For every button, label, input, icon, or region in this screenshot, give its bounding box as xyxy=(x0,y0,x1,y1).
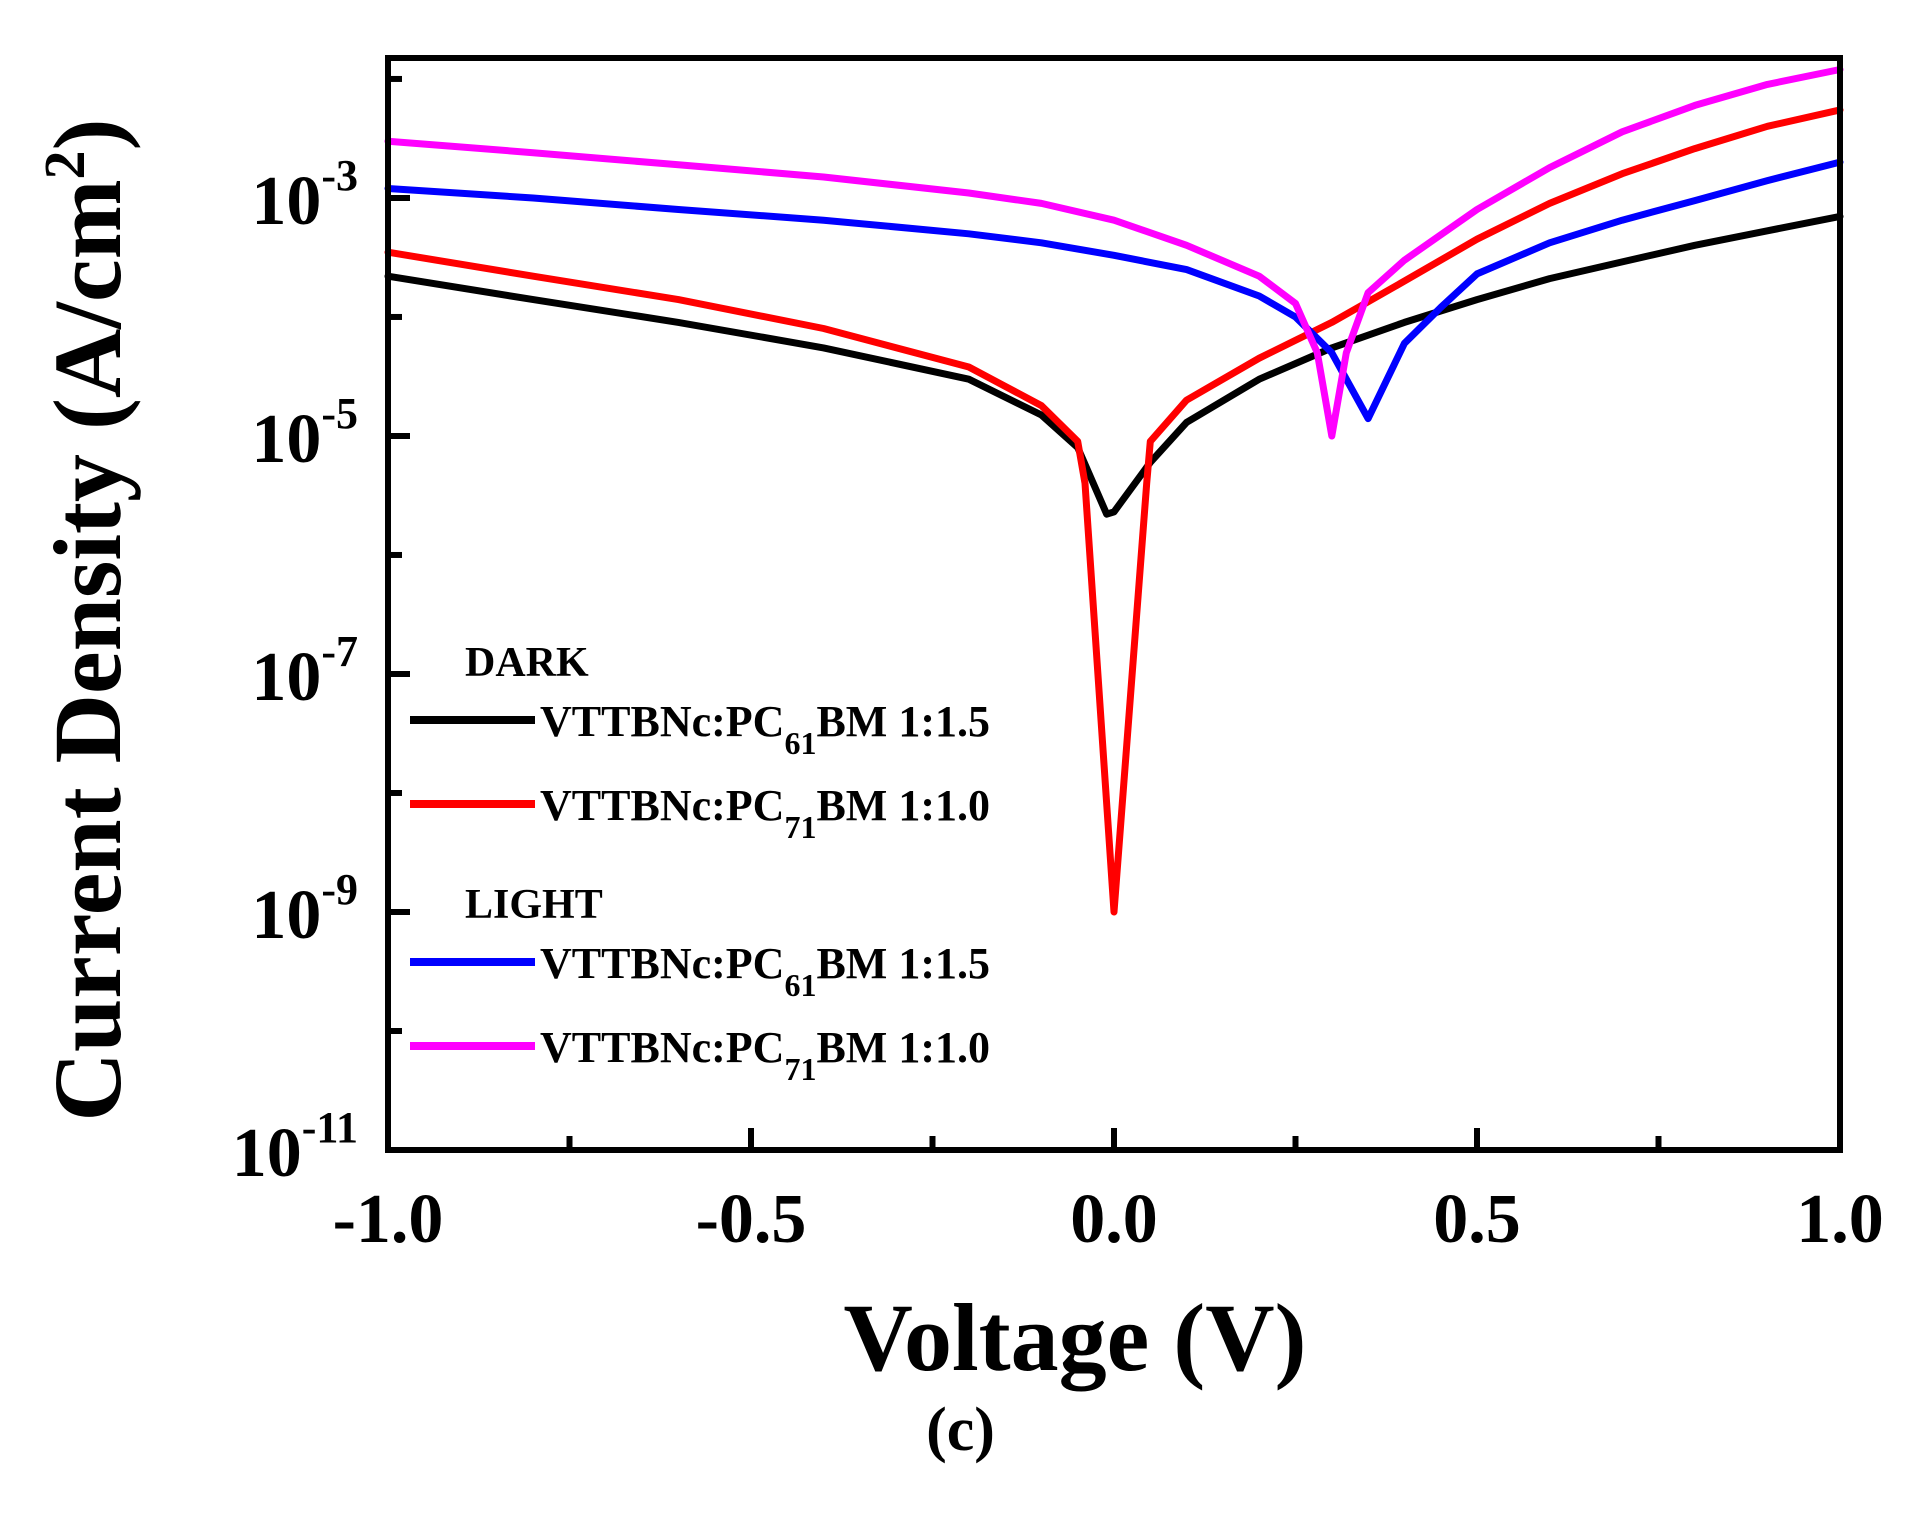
x-tick-label: -0.5 xyxy=(696,1181,807,1258)
legend-label-prefix: VTTBNc:PC xyxy=(540,781,784,830)
x-tick-label: 1.0 xyxy=(1796,1181,1884,1258)
series-line-2 xyxy=(384,106,1844,916)
y-axis-label: Current Density (A/cm2) xyxy=(32,118,141,1121)
y-tick-label: 10-3 xyxy=(251,151,358,240)
plot-frame xyxy=(385,55,1843,1153)
series-line-1 xyxy=(384,212,1844,518)
x-tick-label: 0.5 xyxy=(1433,1181,1521,1258)
y-axis-label-sup: 2 xyxy=(32,150,97,179)
legend-label-suffix: BM 1:1.0 xyxy=(816,1023,990,1072)
y-tick-exp: -5 xyxy=(321,389,358,438)
legend-label-suffix: BM 1:1.0 xyxy=(816,781,990,830)
axis-ticks xyxy=(385,75,1843,1153)
series-line-3 xyxy=(384,158,1844,423)
series-layer xyxy=(384,66,1844,916)
legend-label-prefix: VTTBNc:PC xyxy=(540,1023,784,1072)
y-tick-base: 10 xyxy=(251,639,321,716)
y-tick-base: 10 xyxy=(251,401,321,478)
x-tick-label: -1.0 xyxy=(333,1181,444,1258)
subfigure-label: (c) xyxy=(926,1396,995,1464)
y-tick-label: 10-7 xyxy=(251,627,358,716)
legend-group-title: DARK xyxy=(465,640,589,686)
legend-label: VTTBNc:PC71BM 1:1.0 xyxy=(540,781,990,845)
y-tick-exp: -7 xyxy=(321,627,358,676)
x-tick-labels: -1.0 -0.5 0.0 0.5 1.0 xyxy=(333,1181,1884,1258)
legend-label: VTTBNc:PC61BM 1:1.5 xyxy=(540,697,990,761)
y-tick-base: 10 xyxy=(251,163,321,240)
legend-label-sub: 61 xyxy=(784,725,816,761)
legend-label-suffix: BM 1:1.5 xyxy=(816,697,990,746)
legend-label-prefix: VTTBNc:PC xyxy=(540,939,784,988)
y-tick-exp: -9 xyxy=(321,865,358,914)
y-axis-label-close: ) xyxy=(34,118,141,150)
legend-label-suffix: BM 1:1.5 xyxy=(816,939,990,988)
legend-label-sub: 61 xyxy=(784,967,816,1003)
y-axis-label-main: Current Density (A/cm xyxy=(34,179,141,1121)
y-tick-base: 10 xyxy=(251,877,321,954)
y-tick-label: 10-5 xyxy=(251,389,358,478)
y-tick-exp: -11 xyxy=(302,1103,358,1152)
x-tick-label: 0.0 xyxy=(1070,1181,1158,1258)
y-tick-label: 10-9 xyxy=(251,865,358,954)
x-axis-label: Voltage (V) xyxy=(843,1284,1306,1391)
legend-label: VTTBNc:PC71BM 1:1.0 xyxy=(540,1023,990,1087)
legend-label-sub: 71 xyxy=(784,1051,816,1087)
y-tick-base: 10 xyxy=(232,1115,302,1192)
legend-group-title: LIGHT xyxy=(465,882,603,928)
series-line-4 xyxy=(384,66,1844,440)
y-tick-label: 10-11 xyxy=(232,1103,358,1192)
y-tick-exp: -3 xyxy=(321,151,358,200)
legend-label-prefix: VTTBNc:PC xyxy=(540,697,784,746)
legend-label-sub: 71 xyxy=(784,809,816,845)
legend-label: VTTBNc:PC61BM 1:1.5 xyxy=(540,939,990,1003)
